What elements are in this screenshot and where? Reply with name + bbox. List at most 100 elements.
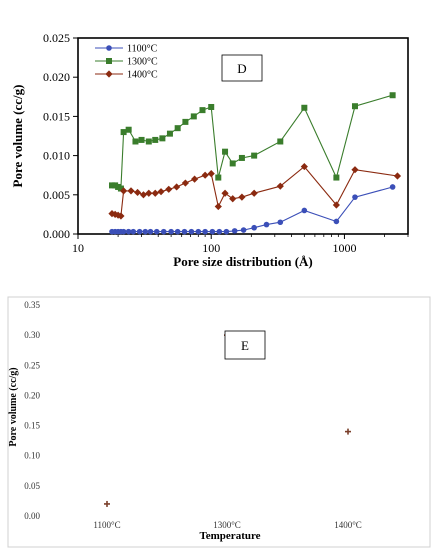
d-data-point xyxy=(251,152,258,159)
d-y-tick-label: 0.015 xyxy=(43,109,70,123)
d-y-tick-label: 0.020 xyxy=(43,70,70,84)
e-x-tick-label: 1300°C xyxy=(213,520,241,530)
d-y-tick-label: 0.000 xyxy=(43,227,70,241)
d-data-point xyxy=(159,135,166,142)
d-series-2 xyxy=(108,162,402,220)
e-data-point xyxy=(345,428,351,435)
d-data-point xyxy=(142,228,149,235)
d-data-point xyxy=(251,224,257,231)
d-data-point xyxy=(190,175,199,183)
d-series-1 xyxy=(109,92,396,192)
d-data-point xyxy=(229,195,237,203)
d-y-tick-label: 0.005 xyxy=(43,188,70,202)
d-legend-label: 1400°C xyxy=(127,70,158,81)
d-data-point xyxy=(301,104,308,111)
d-data-point xyxy=(214,202,222,211)
d-data-point xyxy=(181,228,188,235)
d-data-point xyxy=(300,162,308,171)
e-y-tick-label: 0.30 xyxy=(24,330,40,340)
d-data-point xyxy=(333,174,340,181)
d-data-point xyxy=(393,172,402,180)
d-data-point xyxy=(130,228,137,235)
d-data-point xyxy=(208,103,215,110)
e-y-tick-label: 0.15 xyxy=(24,421,40,431)
e-y-axis-title: Pore volume (cc/g) xyxy=(8,367,19,446)
d-data-point xyxy=(389,184,396,190)
d-data-point xyxy=(240,227,247,233)
d-data-point xyxy=(117,212,125,220)
d-data-point xyxy=(389,92,396,99)
d-data-point xyxy=(174,125,181,132)
d-data-point xyxy=(277,138,284,145)
d-data-point xyxy=(125,126,132,133)
d-data-point xyxy=(120,129,127,136)
d-data-point xyxy=(277,219,284,226)
d-data-point xyxy=(145,138,152,145)
d-x-tick-label: 100 xyxy=(202,241,220,255)
d-legend-marker xyxy=(105,70,113,78)
d-data-point xyxy=(238,193,246,201)
d-data-point xyxy=(174,228,181,235)
d-data-point xyxy=(132,138,139,145)
d-data-point xyxy=(229,160,236,167)
e-y-tick-label: 0.10 xyxy=(24,451,40,461)
d-data-point xyxy=(209,228,216,235)
e-x-axis-title: Temperature xyxy=(199,530,260,542)
d-axis-ticks: 0.000 0.005 0.010 0.015 0.020 0.025 10 100 1000 xyxy=(43,31,409,255)
d-data-point xyxy=(250,189,258,197)
d-data-point xyxy=(221,189,229,197)
d-data-point xyxy=(133,188,142,197)
d-legend-label: 1300°C xyxy=(127,57,158,68)
d-data-point xyxy=(182,118,189,125)
d-legend-marker xyxy=(106,58,112,64)
e-y-tick-label: 0.35 xyxy=(24,300,40,310)
d-data-point xyxy=(153,228,160,235)
d-data-point xyxy=(108,210,116,218)
d-data-point xyxy=(301,207,308,214)
plot-frame-e xyxy=(7,296,431,548)
chart-panel-e: 0.00 0.05 0.10 0.15 0.20 0.25 0.30 0.35 1100°C 13… xyxy=(7,296,431,548)
e-axis-ticks: 0.00 0.05 0.10 0.15 0.20 0.25 0.30 0.35 1100°C 13… xyxy=(24,300,362,530)
d-data-point xyxy=(195,228,202,235)
d-x-tick-label: 10 xyxy=(72,241,84,255)
d-data-point xyxy=(201,171,209,179)
e-y-tick-label: 0.25 xyxy=(24,360,40,370)
d-data-point xyxy=(207,170,215,178)
d-series-0 xyxy=(109,184,396,235)
panel-label-box-d xyxy=(221,54,263,82)
d-y-tick-label: 0.025 xyxy=(43,31,70,45)
d-y-tick-label: 0.010 xyxy=(43,149,70,163)
e-y-tick-label: 0.05 xyxy=(24,481,40,491)
d-data-point xyxy=(216,228,223,235)
d-data-point xyxy=(222,148,229,155)
e-x-tick-label: 1100°C xyxy=(93,520,120,530)
d-data-point xyxy=(157,188,165,196)
d-series-group xyxy=(108,92,402,235)
e-y-tick-label: 0.20 xyxy=(24,390,40,400)
d-data-point xyxy=(215,174,222,181)
panel-label-box-e xyxy=(224,330,266,360)
d-data-point xyxy=(139,191,148,199)
d-y-axis-title: Pore volume (cc/g) xyxy=(10,85,25,188)
d-data-point xyxy=(160,228,167,235)
d-data-point xyxy=(168,228,174,235)
d-data-point xyxy=(351,166,359,174)
d-data-point xyxy=(199,107,206,114)
d-data-point xyxy=(147,228,154,235)
d-data-point xyxy=(136,228,143,235)
d-data-point xyxy=(352,194,358,200)
panel-label-e: E xyxy=(241,338,249,353)
d-data-point xyxy=(188,228,195,235)
d-legend-label: 1100°C xyxy=(127,44,158,55)
e-x-tick-label: 1400°C xyxy=(334,520,362,530)
panel-label-d: D xyxy=(237,61,246,76)
d-data-point xyxy=(231,228,238,234)
d-data-point xyxy=(145,189,153,197)
d-data-point xyxy=(276,182,284,190)
d-data-point xyxy=(263,221,270,228)
d-data-point xyxy=(202,228,208,235)
d-data-point xyxy=(190,113,197,120)
d-data-point xyxy=(125,228,132,235)
e-data-point xyxy=(104,500,110,507)
